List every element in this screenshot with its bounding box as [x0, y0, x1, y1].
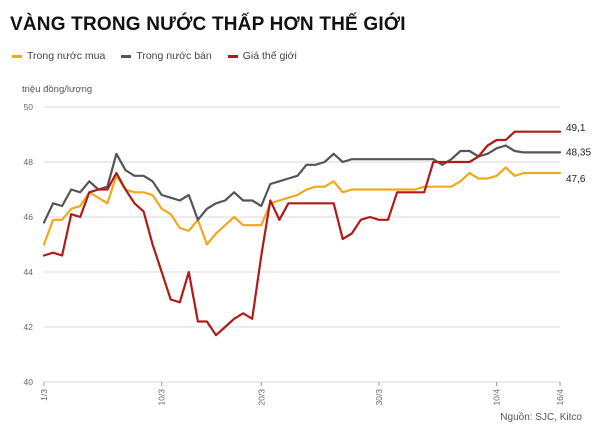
legend-swatch-sell [121, 54, 132, 58]
series-end-label-1: 48,35 [566, 147, 591, 158]
y-tick-label: 44 [24, 267, 34, 277]
series-line-0 [42, 166, 562, 246]
chart-title: VÀNG TRONG NƯỚC THẤP HƠN THẾ GIỚI [10, 14, 406, 35]
legend-item-world: Giá thế giới [227, 50, 297, 62]
legend-swatch-world [227, 54, 238, 58]
y-tick-label: 40 [24, 377, 34, 387]
legend-label-buy: Trong nước mua [27, 50, 106, 62]
series-line-1 [42, 144, 562, 224]
source-note: Nguồn: SJC, Kitco [500, 412, 582, 423]
y-tick-label: 50 [24, 102, 34, 112]
legend-swatch-buy [12, 54, 22, 58]
y-tick-label: 46 [24, 212, 34, 222]
legend-item-sell: Trong nước bán [121, 50, 212, 62]
y-axis-label: triệu đồng/lượng [22, 84, 93, 95]
y-tick-label: 48 [24, 157, 34, 167]
x-tick-label: 20/3 [256, 389, 266, 406]
x-tick-label: 10/3 [157, 389, 167, 406]
x-tick-label: 16/4 [555, 389, 565, 406]
series-end-label-2: 49,1 [566, 123, 586, 134]
series-line-2 [42, 130, 562, 337]
y-tick-label: 42 [24, 322, 34, 332]
legend-label-sell: Trong nước bán [136, 50, 212, 62]
x-tick-label: 1/3 [39, 389, 49, 401]
x-tick-label: 30/3 [374, 389, 384, 406]
x-tick-label: 10/4 [492, 389, 502, 406]
series-end-label-0: 47,6 [566, 174, 586, 185]
legend-item-buy: Trong nước mua [12, 50, 105, 62]
legend: Trong nước mua Trong nước bán Giá thế gi… [12, 50, 297, 62]
legend-label-world: Giá thế giới [242, 50, 297, 62]
